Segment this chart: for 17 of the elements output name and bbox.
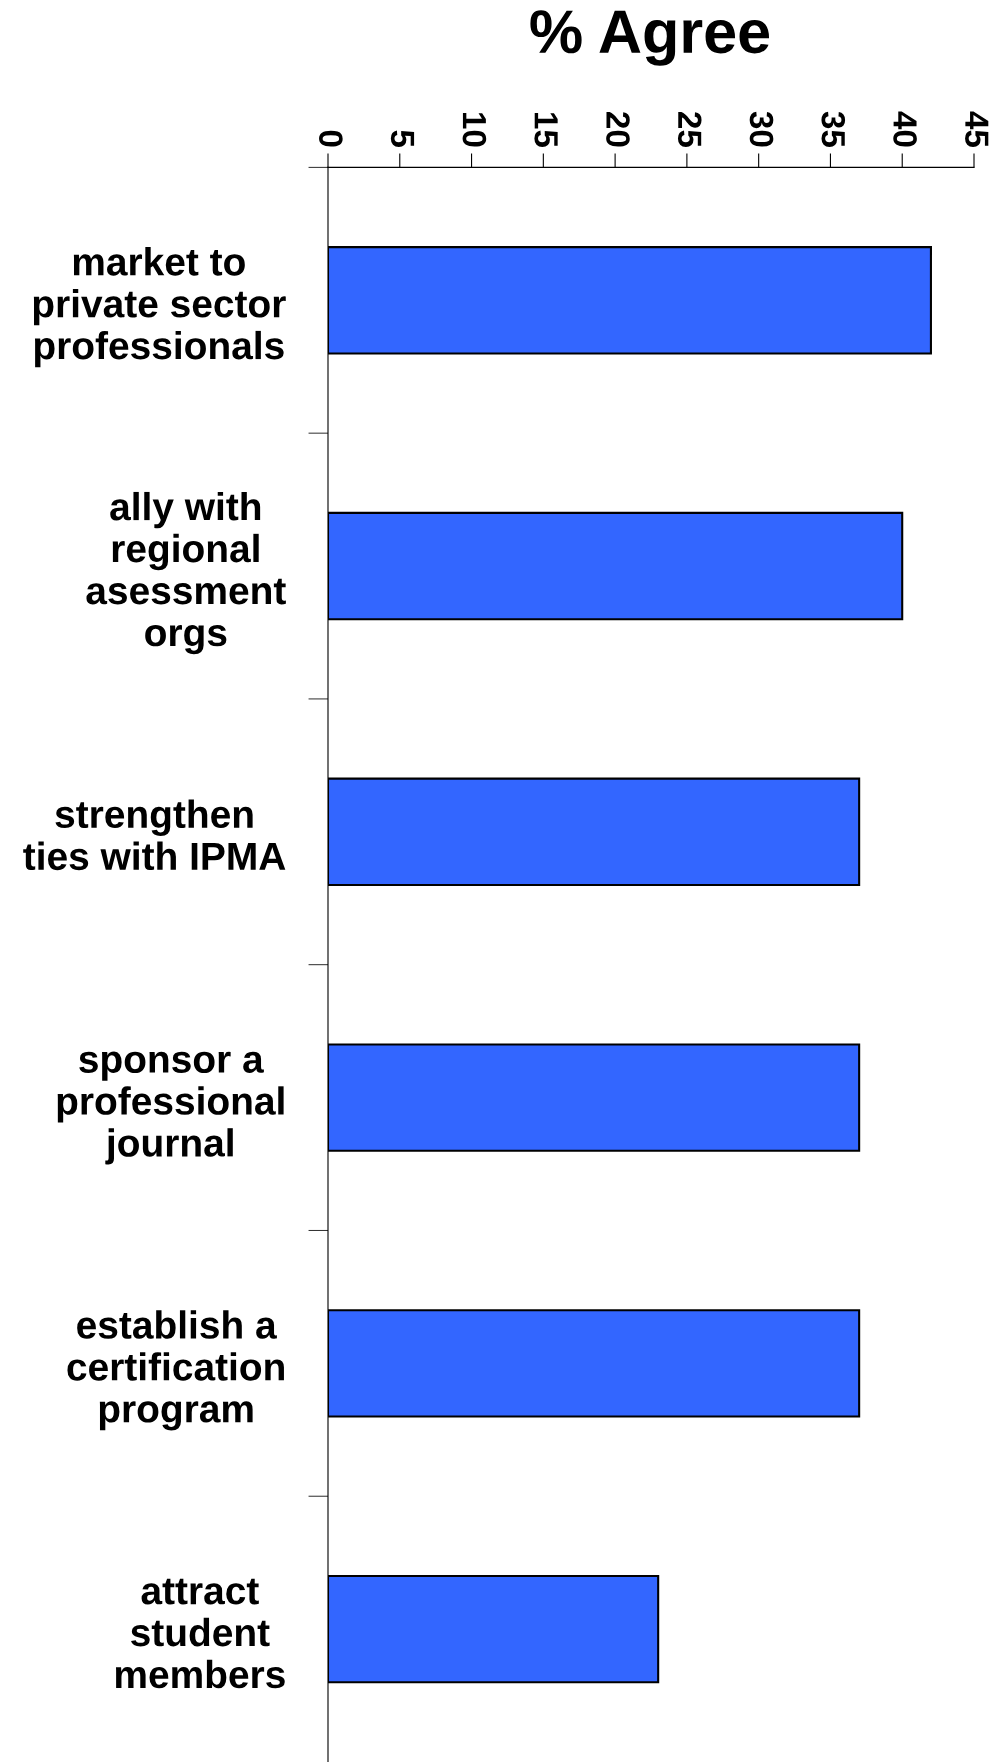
x-tick-label: 35 [821, 111, 846, 148]
x-tick-label: 30 [749, 111, 774, 147]
y-tick-label: sponsor a professional journal [57, 1051, 284, 1165]
y-tick-label: attract student members [115, 1578, 285, 1689]
x-tick-label: 45 [965, 111, 989, 148]
y-tick-label: ally with regional asessment orgs [86, 491, 286, 655]
x-tick-label: 25 [677, 112, 702, 148]
y-tick-label: establish a certification program [67, 1310, 284, 1431]
x-tick-label: 20 [606, 112, 630, 147]
y-tick-label: market to private sector professionals [33, 247, 286, 368]
y-tick-label: strengthen ties with IPMA [23, 799, 286, 871]
x-tick-label: 5 [390, 130, 415, 148]
x-tick-label: 40 [893, 111, 917, 147]
x-tick-label: 10 [462, 112, 487, 147]
x-tick-label: 0 [319, 130, 343, 147]
chart-title: % Agree [530, 10, 770, 66]
x-tick-label: 15 [534, 112, 558, 148]
